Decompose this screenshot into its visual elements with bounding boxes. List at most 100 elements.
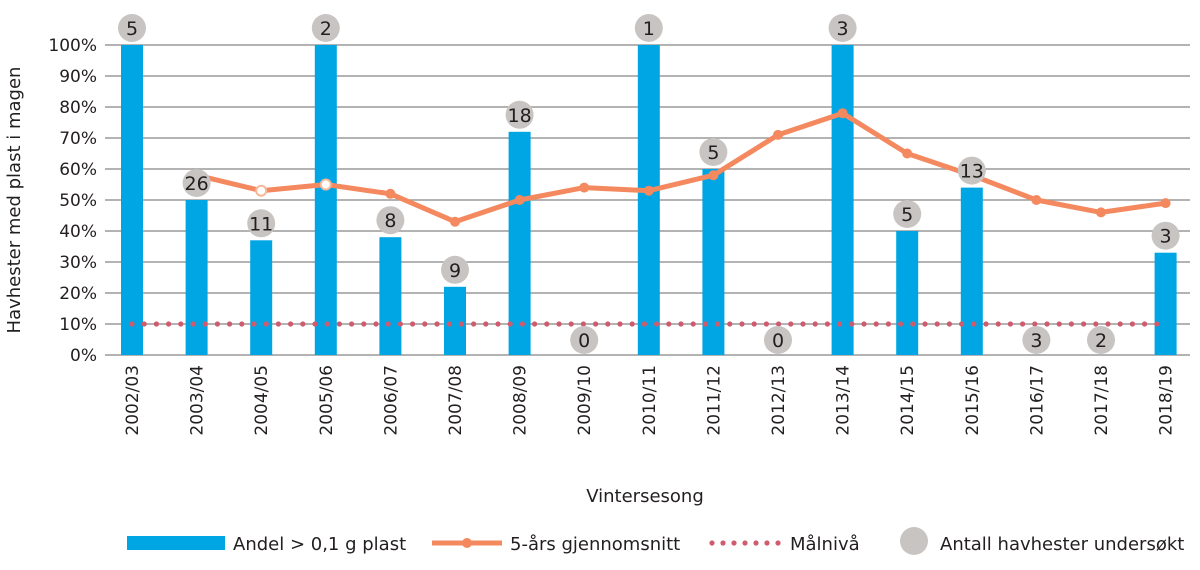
target-dot [349, 321, 355, 327]
bar [250, 240, 273, 355]
target-dot [385, 321, 391, 327]
average-point [1096, 207, 1106, 218]
target-dot [731, 540, 737, 546]
target-dot [166, 321, 172, 327]
legend-line-marker [462, 538, 472, 548]
y-tick-label: 0% [70, 346, 97, 366]
count-circle [118, 14, 146, 42]
count-circle [828, 14, 857, 42]
target-dot [995, 321, 1001, 327]
count-circle [634, 14, 663, 42]
count-circle [764, 326, 792, 354]
target-dot [971, 321, 977, 327]
average-point [902, 148, 913, 159]
target-dot [666, 321, 672, 327]
target-dot [898, 321, 904, 327]
legend: Andel > 0,1 g plast 5-års gjennomsnitt M… [127, 527, 1184, 555]
y-tick-label: 40% [59, 222, 97, 242]
count-label: 3 [837, 18, 849, 40]
x-tick-label: 2006/07 [381, 365, 401, 436]
target-dot [678, 321, 684, 327]
bar [1154, 252, 1177, 355]
x-tick-label: 2015/16 [963, 365, 983, 436]
target-dot [605, 321, 611, 327]
target-dot [507, 321, 513, 327]
target-dot [1032, 321, 1038, 327]
target-dot [775, 540, 781, 546]
y-tick-label: 10% [59, 315, 97, 335]
target-dot [129, 321, 135, 327]
target-dot [422, 321, 428, 327]
bar [831, 45, 854, 355]
target-dot [715, 321, 721, 327]
target-dot [959, 321, 965, 327]
x-tick-label: 2009/10 [575, 365, 595, 436]
count-circle [311, 14, 340, 42]
target-dot [1093, 321, 1099, 327]
target-dot [654, 321, 660, 327]
legend-label-bar: Andel > 0,1 g plast [233, 534, 406, 555]
x-tick-label: 2005/06 [317, 365, 337, 436]
target-dot [849, 321, 855, 327]
target-dot [739, 321, 745, 327]
bar [121, 45, 143, 355]
target-dot [788, 321, 794, 327]
target-dot [373, 321, 379, 327]
count-circle [1151, 221, 1180, 250]
target-dot [742, 540, 748, 546]
average-point [837, 108, 848, 119]
target-dot [556, 321, 562, 327]
average-point [514, 195, 525, 205]
bar [637, 45, 660, 355]
x-tick-label: 2018/19 [1157, 365, 1177, 436]
target-dot [824, 321, 831, 327]
count-circle [1022, 326, 1051, 354]
count-label: 1 [643, 18, 655, 40]
count-label: 2 [320, 18, 332, 40]
y-tick-label: 20% [59, 284, 97, 304]
bar [314, 45, 337, 355]
target-dot [861, 321, 867, 327]
average-point [450, 216, 460, 227]
target-dot [239, 321, 245, 327]
x-tick-label: 2014/15 [898, 365, 918, 436]
target-dot [532, 321, 538, 327]
y-axis-title: Havhester med plast i magen [4, 67, 25, 334]
target-dot [544, 321, 550, 327]
target-dot [361, 321, 367, 327]
target-dot [763, 321, 770, 327]
target-dot [709, 540, 715, 546]
target-dot [300, 321, 306, 327]
bar [508, 131, 531, 355]
count-circle [699, 138, 728, 166]
bar [702, 169, 725, 355]
target-dot [873, 321, 879, 327]
target-dot [837, 321, 843, 327]
target-dot [458, 321, 464, 327]
target-dot [275, 321, 281, 327]
y-tick-label: 100% [48, 36, 97, 56]
x-tick-label: 2012/13 [769, 365, 789, 436]
count-label: 0 [772, 330, 784, 352]
y-tick-label: 60% [59, 160, 97, 180]
count-label: 2 [1095, 330, 1107, 352]
target-dot [312, 321, 318, 327]
target-dot [471, 321, 477, 327]
x-tick-label: 2002/03 [123, 365, 143, 436]
bar [896, 231, 919, 355]
average-line [196, 110, 1166, 225]
count-circle [247, 209, 276, 238]
target-dot [629, 321, 635, 327]
count-label: 0 [578, 330, 590, 352]
x-tick-label: 2011/12 [704, 365, 724, 436]
bar [185, 200, 208, 355]
target-dot [153, 321, 159, 327]
average-point [579, 182, 590, 193]
target-dot [593, 321, 599, 327]
target-dot [495, 321, 501, 327]
target-dot [580, 321, 587, 327]
count-circle [505, 100, 534, 129]
legend-target-swatch [709, 540, 781, 546]
count-circle [570, 326, 599, 354]
